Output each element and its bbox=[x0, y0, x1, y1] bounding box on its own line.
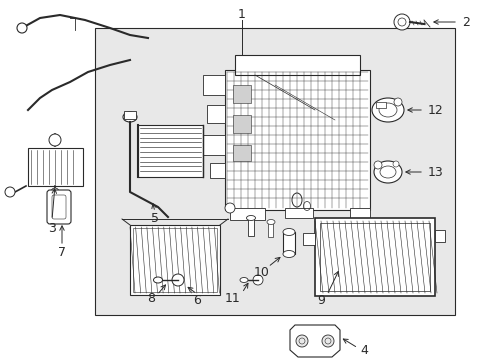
Ellipse shape bbox=[240, 278, 247, 283]
Bar bbox=[314, 218, 434, 296]
Circle shape bbox=[295, 335, 307, 347]
Circle shape bbox=[49, 134, 61, 146]
Circle shape bbox=[373, 161, 381, 169]
Text: 1: 1 bbox=[238, 9, 245, 22]
Bar bbox=[28, 148, 83, 186]
Text: 11: 11 bbox=[224, 292, 240, 305]
Bar bbox=[434, 230, 444, 242]
Bar bbox=[319, 223, 429, 291]
Polygon shape bbox=[289, 325, 339, 357]
Bar bbox=[232, 115, 250, 133]
Ellipse shape bbox=[378, 103, 396, 117]
Bar bbox=[285, 208, 312, 218]
Text: 8: 8 bbox=[147, 292, 155, 305]
Circle shape bbox=[252, 275, 263, 285]
Bar bbox=[203, 75, 224, 95]
FancyBboxPatch shape bbox=[52, 195, 66, 219]
Bar bbox=[303, 233, 314, 245]
Text: 7: 7 bbox=[58, 246, 66, 258]
Circle shape bbox=[51, 188, 59, 196]
Circle shape bbox=[397, 18, 405, 26]
Circle shape bbox=[224, 203, 235, 213]
Ellipse shape bbox=[246, 216, 255, 220]
Bar bbox=[95, 28, 454, 315]
Circle shape bbox=[5, 187, 15, 197]
Ellipse shape bbox=[371, 98, 403, 122]
Bar bbox=[247, 218, 253, 236]
Text: 6: 6 bbox=[193, 293, 201, 306]
Circle shape bbox=[321, 335, 333, 347]
Circle shape bbox=[172, 274, 183, 286]
Text: 12: 12 bbox=[427, 104, 443, 117]
Text: 3: 3 bbox=[48, 221, 56, 234]
Bar bbox=[232, 145, 250, 161]
FancyBboxPatch shape bbox=[47, 190, 71, 224]
Text: 13: 13 bbox=[427, 166, 443, 179]
Bar bbox=[235, 55, 359, 75]
Text: 10: 10 bbox=[254, 266, 269, 279]
Ellipse shape bbox=[283, 229, 294, 235]
Text: 9: 9 bbox=[317, 293, 325, 306]
Circle shape bbox=[392, 161, 398, 167]
Bar bbox=[206, 105, 224, 123]
Bar bbox=[375, 102, 385, 108]
Bar bbox=[133, 228, 217, 292]
Bar bbox=[267, 222, 272, 237]
Ellipse shape bbox=[123, 112, 137, 122]
Bar bbox=[209, 163, 224, 178]
Bar bbox=[232, 85, 250, 103]
Bar bbox=[124, 111, 136, 119]
Circle shape bbox=[393, 98, 401, 106]
Ellipse shape bbox=[266, 220, 274, 225]
Bar bbox=[130, 225, 220, 295]
Bar bbox=[224, 70, 369, 210]
Ellipse shape bbox=[283, 251, 294, 257]
Circle shape bbox=[393, 14, 409, 30]
Bar bbox=[349, 208, 369, 222]
Bar bbox=[229, 208, 264, 220]
Bar bbox=[138, 125, 203, 177]
Circle shape bbox=[17, 23, 27, 33]
Bar bbox=[283, 232, 294, 254]
Text: 5: 5 bbox=[151, 211, 159, 225]
Text: 4: 4 bbox=[359, 343, 367, 356]
Ellipse shape bbox=[153, 277, 162, 283]
Ellipse shape bbox=[379, 166, 395, 178]
Bar bbox=[200, 135, 224, 155]
Ellipse shape bbox=[373, 161, 401, 183]
Text: 2: 2 bbox=[461, 15, 469, 28]
